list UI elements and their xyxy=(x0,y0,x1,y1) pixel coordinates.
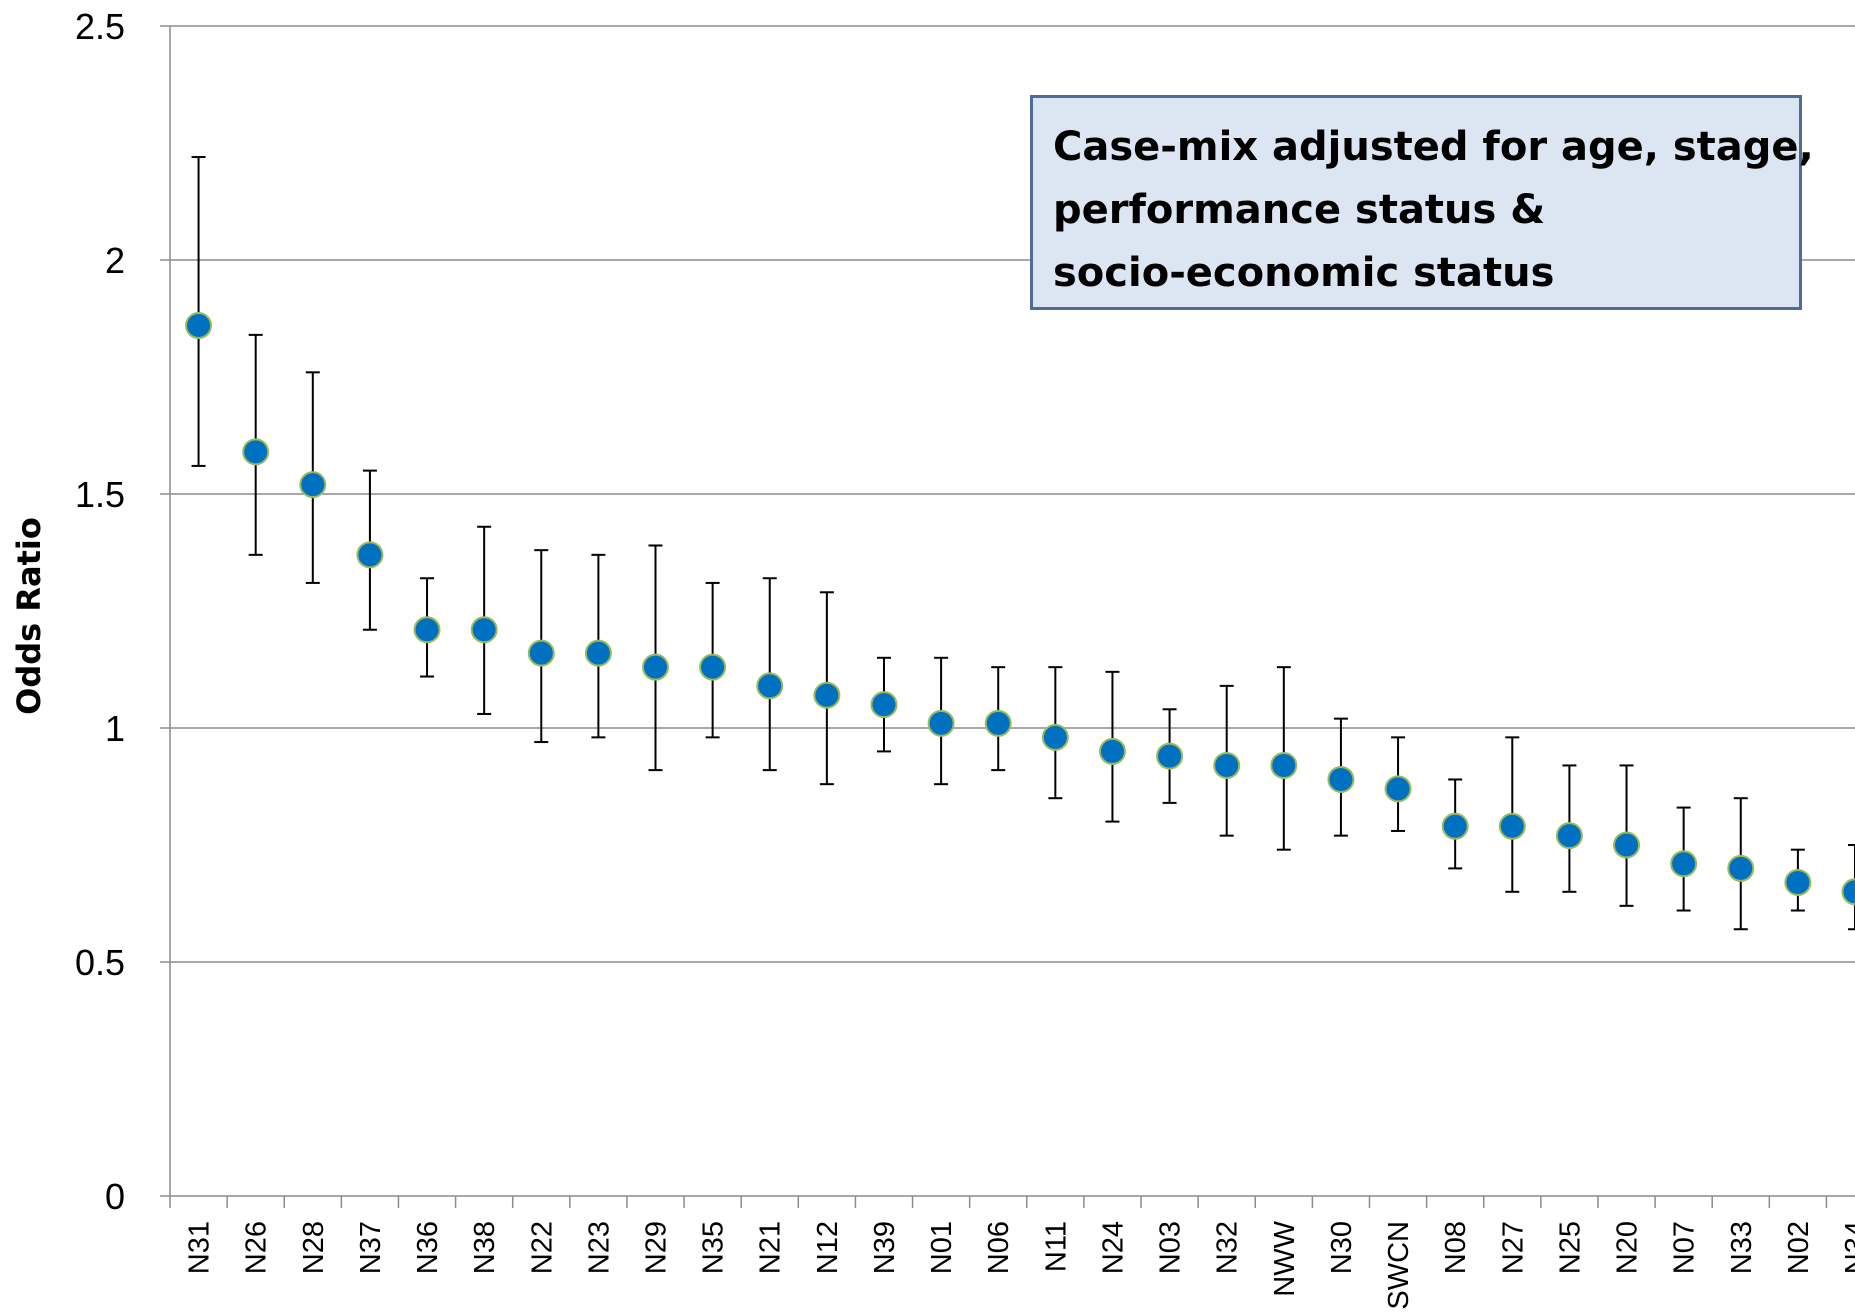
category-label: N11 xyxy=(1040,1221,1072,1272)
data-point xyxy=(1041,723,1069,751)
data-point xyxy=(356,541,384,569)
annotation-line-3: socio-economic status xyxy=(1053,250,1555,296)
category-label: N21 xyxy=(755,1221,787,1274)
category-label: N33 xyxy=(1726,1221,1758,1274)
y-tick-label: 1 xyxy=(105,708,125,749)
category-label: NWW xyxy=(1269,1220,1301,1296)
case-mix-annotation: Case-mix adjusted for age, stage, perfor… xyxy=(1030,95,1814,310)
data-point xyxy=(813,681,841,709)
data-points xyxy=(185,312,1855,906)
category-label: N37 xyxy=(355,1221,387,1274)
annotation-line-1: Case-mix adjusted for age, stage, xyxy=(1053,124,1814,170)
data-point xyxy=(299,471,327,499)
y-tick-label: 1.5 xyxy=(75,474,125,515)
category-label: N38 xyxy=(469,1221,501,1274)
data-point xyxy=(927,709,955,737)
data-point xyxy=(242,438,270,466)
data-point xyxy=(1384,775,1412,803)
category-label: N12 xyxy=(812,1221,844,1274)
category-label: N34 xyxy=(1840,1221,1855,1274)
category-label: N29 xyxy=(641,1221,673,1274)
data-point xyxy=(642,653,670,681)
category-labels: N31 N26 N28 N37 N36 N38 N22 N23 N29 N35 N21 N12 N39 N… xyxy=(184,1220,1855,1309)
category-label: N31 xyxy=(184,1221,216,1274)
data-point xyxy=(1498,812,1526,840)
category-label: N07 xyxy=(1669,1221,1701,1274)
category-label: N30 xyxy=(1326,1221,1358,1274)
category-label: SWCN xyxy=(1383,1221,1415,1310)
data-point xyxy=(1613,831,1641,859)
y-axis-ticks: 0 0.5 1 1.5 2 2.5 xyxy=(75,6,170,1217)
category-label: N27 xyxy=(1497,1221,1529,1274)
y-axis-title: Odds Ratio xyxy=(10,517,48,715)
y-tick-label: 0.5 xyxy=(75,942,125,983)
category-label: N24 xyxy=(1097,1221,1129,1274)
data-point xyxy=(1098,737,1126,765)
category-label: N23 xyxy=(583,1221,615,1274)
category-label: N08 xyxy=(1440,1221,1472,1274)
category-label: N26 xyxy=(241,1221,273,1274)
category-label: N06 xyxy=(983,1221,1015,1274)
data-point xyxy=(584,639,612,667)
category-label: N02 xyxy=(1783,1221,1815,1274)
category-label: N03 xyxy=(1155,1221,1187,1274)
data-point xyxy=(470,616,498,644)
y-tick-label: 2 xyxy=(105,240,125,281)
data-point xyxy=(1555,822,1583,850)
category-label: N25 xyxy=(1554,1221,1586,1274)
data-point xyxy=(1156,742,1184,770)
data-point xyxy=(1441,812,1469,840)
category-label: N20 xyxy=(1612,1221,1644,1274)
axes xyxy=(169,26,1855,1197)
x-axis-ticks xyxy=(169,1196,1828,1208)
data-point xyxy=(1727,854,1755,882)
category-label: N36 xyxy=(412,1221,444,1274)
data-point xyxy=(185,312,213,340)
data-point xyxy=(1784,868,1812,896)
data-point xyxy=(984,709,1012,737)
data-point xyxy=(1327,765,1355,793)
category-label: N01 xyxy=(926,1221,958,1274)
data-point xyxy=(1213,751,1241,779)
data-point xyxy=(1670,850,1698,878)
annotation-line-2: performance status & xyxy=(1053,187,1546,233)
data-point xyxy=(699,653,727,681)
data-point xyxy=(413,616,441,644)
category-label: N39 xyxy=(869,1221,901,1274)
category-label: N32 xyxy=(1212,1221,1244,1274)
data-point xyxy=(527,639,555,667)
data-point xyxy=(870,691,898,719)
data-point xyxy=(1841,878,1855,906)
y-tick-label: 2.5 xyxy=(75,6,125,47)
category-label: N35 xyxy=(698,1221,730,1274)
category-label: N22 xyxy=(526,1221,558,1274)
data-point xyxy=(1270,751,1298,779)
data-point xyxy=(756,672,784,700)
category-label: N28 xyxy=(298,1221,330,1274)
y-tick-label: 0 xyxy=(105,1176,125,1217)
